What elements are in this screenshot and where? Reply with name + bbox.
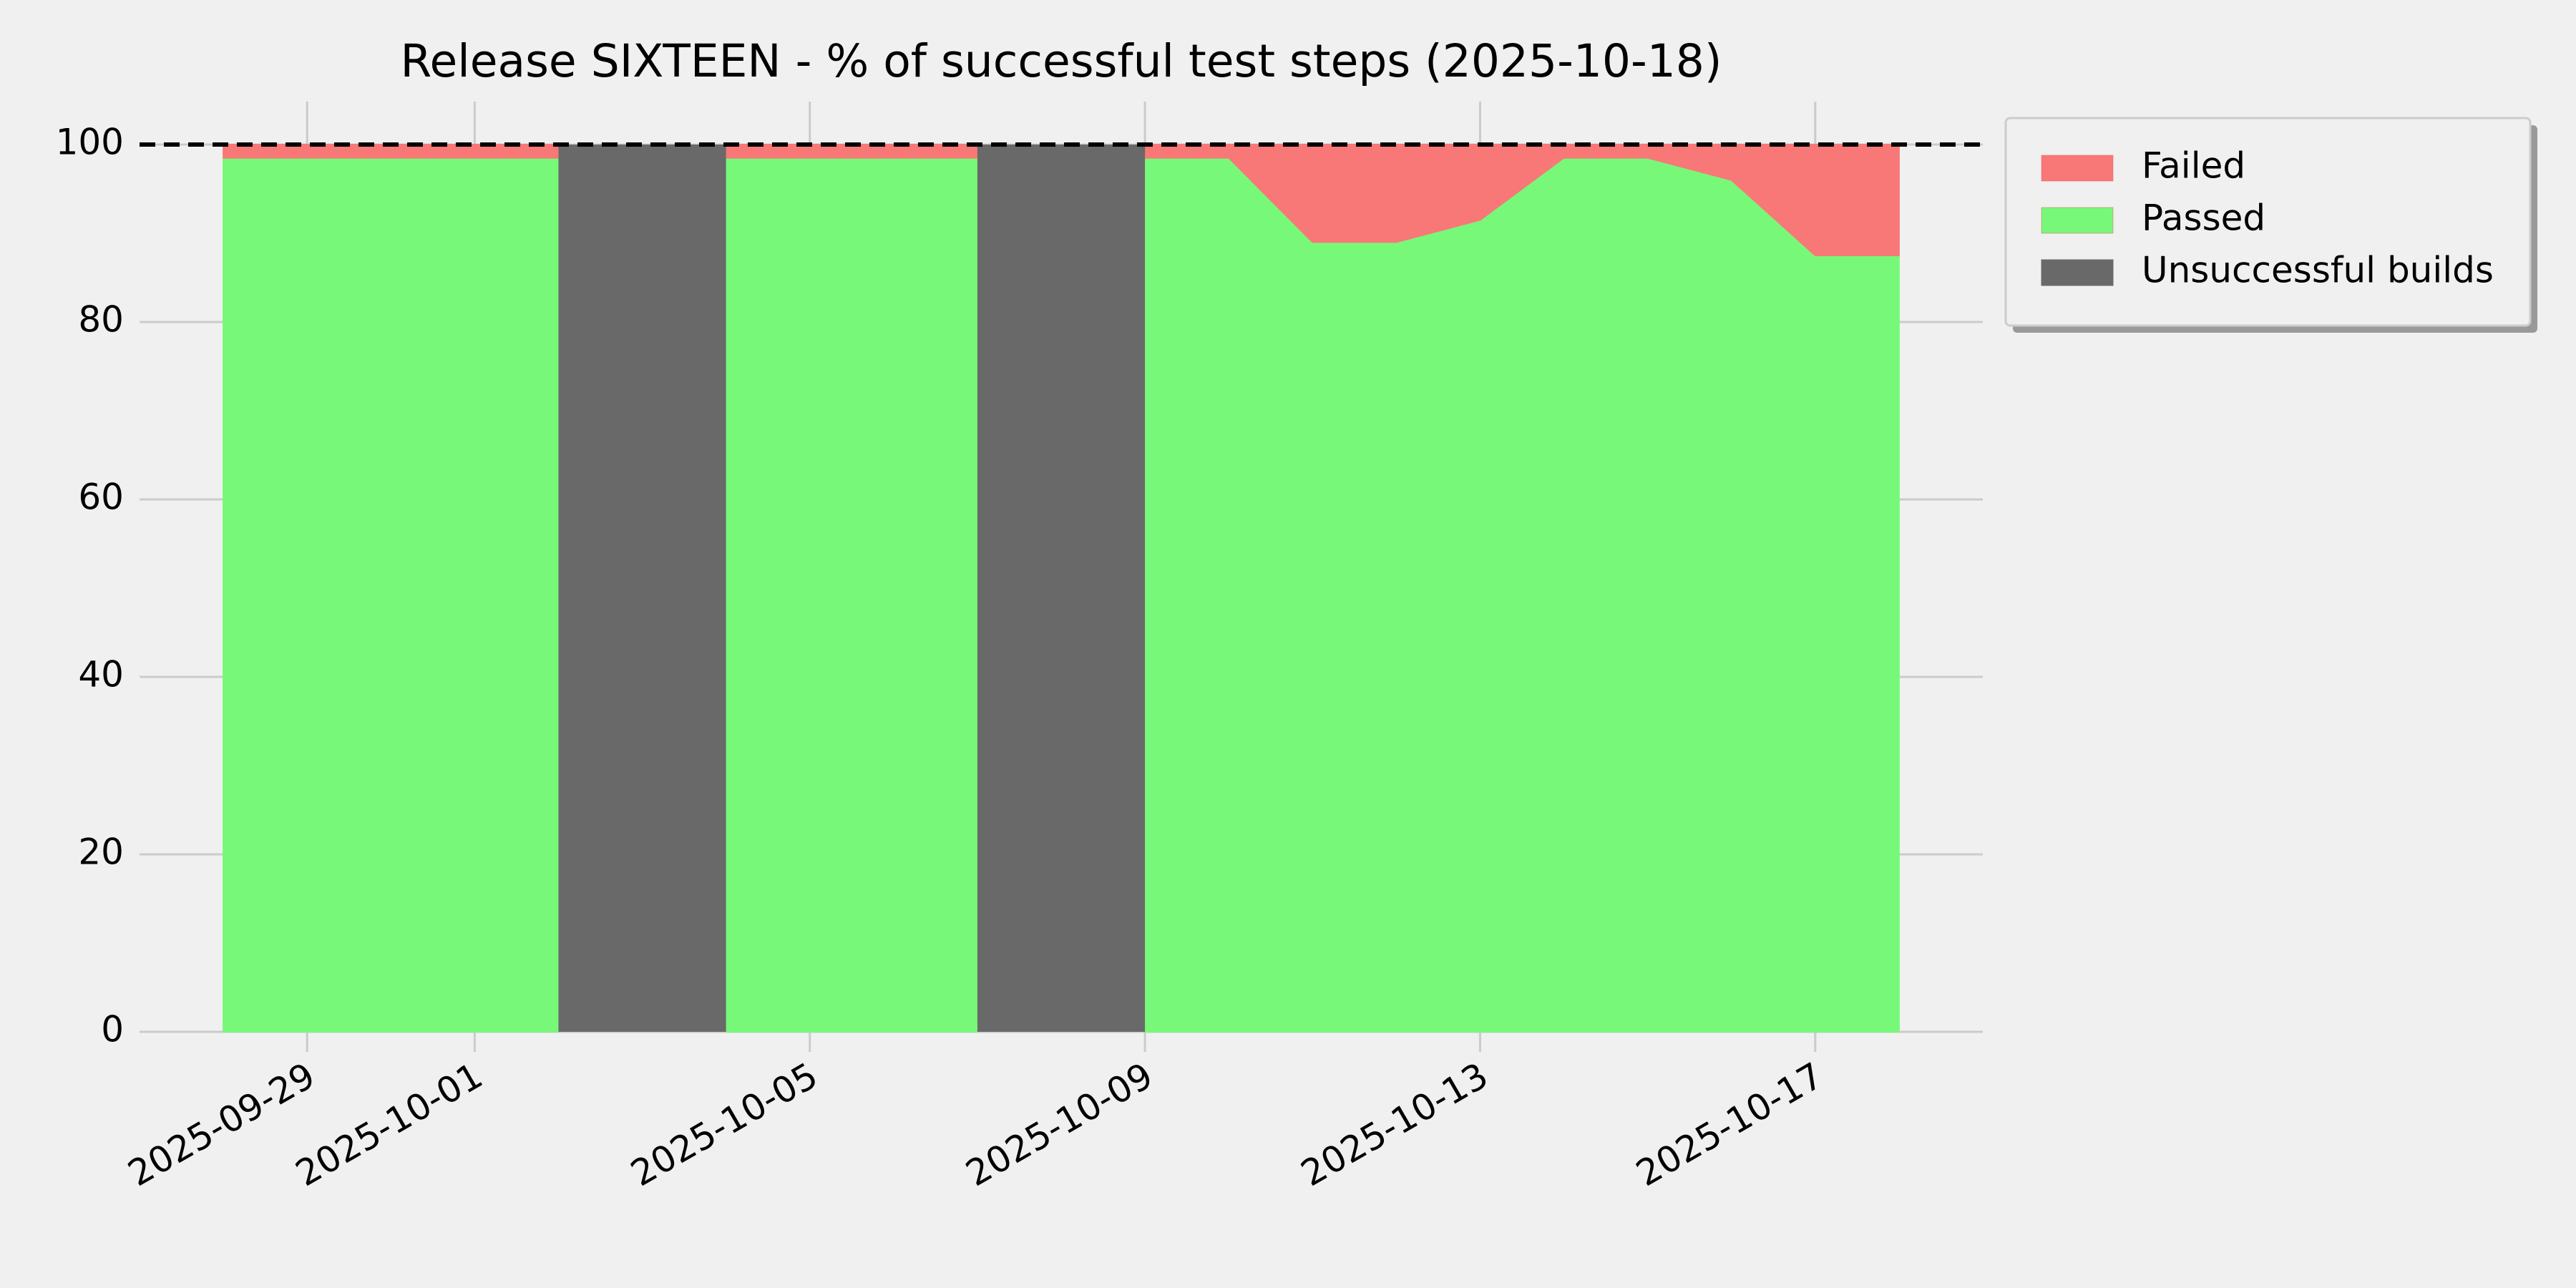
legend-swatch (2041, 259, 2114, 286)
y-tick-label: 40 (78, 654, 124, 696)
legend-box (2004, 117, 2532, 327)
unsuccessful-build (558, 145, 726, 1032)
legend-label: Passed (2142, 197, 2265, 239)
legend-swatch (2041, 207, 2114, 234)
legend-label: Unsuccessful builds (2142, 250, 2494, 291)
unsuccessful-build (977, 145, 1146, 1032)
legend-label: Failed (2142, 145, 2245, 187)
chart-title: Release SIXTEEN - % of successful test s… (401, 35, 1722, 87)
y-tick-label: 60 (78, 477, 124, 518)
y-tick-label: 20 (78, 831, 124, 873)
legend-swatch (2041, 155, 2114, 182)
y-tick-label: 0 (101, 1009, 124, 1050)
y-tick-label: 80 (78, 299, 124, 341)
y-tick-label: 100 (56, 122, 124, 163)
